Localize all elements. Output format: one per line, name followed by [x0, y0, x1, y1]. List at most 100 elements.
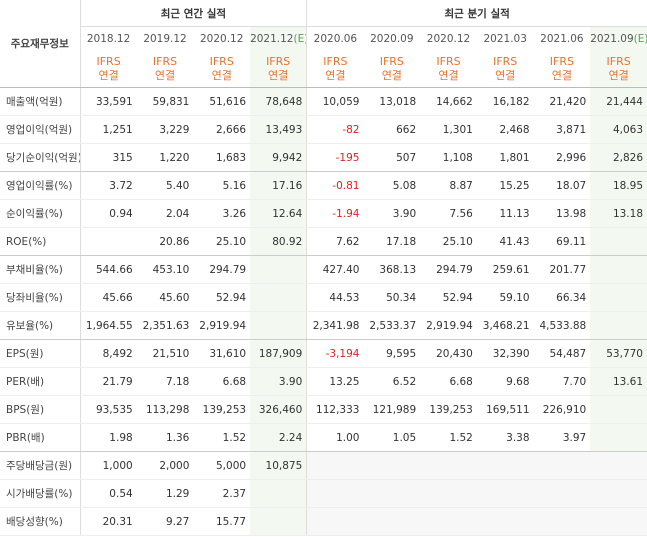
period-header: 2020.12 — [193, 27, 250, 51]
period: 2019.12 — [143, 32, 187, 45]
value-cell: 507 — [363, 143, 421, 172]
value-cell: 20.86 — [136, 227, 194, 256]
row-label: PER(배) — [0, 367, 81, 396]
period-header: 2018.12 — [80, 27, 137, 51]
row-label: 유보율(%) — [0, 311, 81, 340]
empty-cell — [363, 507, 421, 536]
row-label: 당기순이익(억원) — [0, 143, 81, 172]
value-cell: 7.18 — [136, 367, 194, 396]
value-cell: 32,390 — [476, 339, 534, 368]
header-title: 주요재무정보 — [0, 0, 81, 88]
basis: IFRS — [549, 54, 574, 68]
value-cell: 1.00 — [306, 423, 364, 452]
data-row: 시가배당률(%) 0.54 1.29 2.37 — [0, 479, 647, 508]
period: 2020.06 — [313, 32, 358, 45]
value-cell: 2,826 — [590, 143, 647, 172]
basis-header: IFRS 연결 — [193, 50, 251, 88]
header-row: 주요재무정보 최근 연간 실적 최근 분기 실적 — [0, 0, 647, 88]
value-cell: 25.10 — [420, 227, 477, 256]
row-label: 순이익률(%) — [0, 199, 81, 228]
value-cell: 13,018 — [363, 87, 421, 116]
empty-cell — [250, 255, 307, 284]
value-cell: 21,444 — [590, 87, 647, 116]
value-cell: 13.18 — [590, 199, 647, 228]
value-cell: 1,683 — [193, 143, 251, 172]
basis: IFRS — [323, 54, 348, 68]
basis-header: IFRS 연결 — [306, 50, 364, 88]
basis: IFRS — [96, 54, 121, 68]
empty-cell — [306, 451, 364, 480]
basis: 연결 — [98, 68, 119, 82]
value-cell: 18.95 — [590, 171, 647, 200]
basis: IFRS — [379, 54, 404, 68]
value-cell: 59,831 — [136, 87, 194, 116]
value-cell: 1.52 — [420, 423, 477, 452]
row-label: 시가배당률(%) — [0, 479, 81, 508]
value-cell: 5.08 — [363, 171, 421, 200]
value-cell: 3.90 — [363, 199, 421, 228]
basis: 연결 — [608, 68, 629, 82]
value-cell: 2,919.94 — [420, 311, 477, 340]
value-cell: 13.25 — [306, 367, 364, 396]
basis: IFRS — [152, 54, 178, 68]
empty-cell — [590, 479, 647, 508]
value-cell: 14,662 — [420, 87, 477, 116]
basis: IFRS — [493, 54, 518, 68]
value-cell: 139,253 — [420, 395, 477, 424]
value-cell: -0.81 — [306, 171, 364, 200]
value-cell: 78,648 — [250, 87, 307, 116]
data-row: 순이익률(%) 0.94 2.04 3.26 12.64 -1.94 3.90 7.56 11.… — [0, 199, 647, 228]
value-cell: 112,333 — [306, 395, 364, 424]
basis: 연결 — [551, 68, 572, 82]
basis: 연결 — [438, 68, 459, 82]
value-cell: 17.18 — [363, 227, 421, 256]
value-cell: 45.60 — [136, 283, 194, 312]
value-cell: 15.77 — [193, 507, 251, 536]
value-cell: 3.97 — [533, 423, 591, 452]
period-header: 2021.03 — [477, 27, 534, 51]
basis: IFRS — [266, 54, 291, 68]
empty-cell — [590, 451, 647, 480]
value-cell: 2,919.94 — [193, 311, 251, 340]
empty-cell — [250, 507, 307, 536]
data-row: BPS(원) 93,535 113,298 139,253 326,460 112,333… — [0, 395, 647, 424]
value-cell: 2.24 — [250, 423, 307, 452]
value-cell: -1.94 — [306, 199, 364, 228]
value-cell: 9,942 — [250, 143, 307, 172]
value-cell: 1,220 — [136, 143, 194, 172]
value-cell: 44.53 — [306, 283, 364, 312]
empty-cell — [590, 507, 647, 536]
value-cell: 3,229 — [136, 115, 194, 144]
period-header: 2020.06 — [306, 26, 364, 50]
value-cell: 52.94 — [420, 283, 477, 312]
value-cell: 7.56 — [420, 199, 477, 228]
value-cell: 69.11 — [533, 227, 591, 256]
period-row: 2018.122019.122020.122021.12(E)2020.0620… — [0, 26, 647, 51]
empty-cell — [590, 311, 647, 340]
period: 2018.12 — [86, 32, 131, 45]
value-cell: 2,996 — [533, 143, 591, 172]
value-cell: 662 — [363, 115, 421, 144]
row-label: ROE(%) — [0, 227, 81, 256]
data-row: 유보율(%) 1,964.55 2,351.63 2,919.94 2,341.98 2,… — [0, 311, 647, 340]
value-cell: 11.13 — [476, 199, 534, 228]
value-cell: 21,510 — [136, 339, 194, 368]
value-cell: 187,909 — [250, 339, 307, 368]
value-cell: 6.68 — [420, 367, 477, 396]
period: 2021.06 — [540, 32, 584, 45]
empty-cell — [363, 451, 421, 480]
value-cell: 45.66 — [80, 283, 137, 312]
basis-header: IFRS 연결 — [590, 50, 647, 88]
period-header: 2019.12 — [137, 27, 194, 51]
value-cell: 10,875 — [250, 451, 307, 480]
value-cell: 59.10 — [476, 283, 534, 312]
value-cell: 1,801 — [476, 143, 534, 172]
basis: 연결 — [211, 68, 232, 82]
value-cell: 1.29 — [136, 479, 194, 508]
period: 2020.09 — [370, 32, 414, 45]
empty-cell — [420, 507, 477, 536]
value-cell: 121,989 — [363, 395, 421, 424]
value-cell: 259.61 — [476, 255, 534, 284]
value-cell: 1.36 — [136, 423, 194, 452]
